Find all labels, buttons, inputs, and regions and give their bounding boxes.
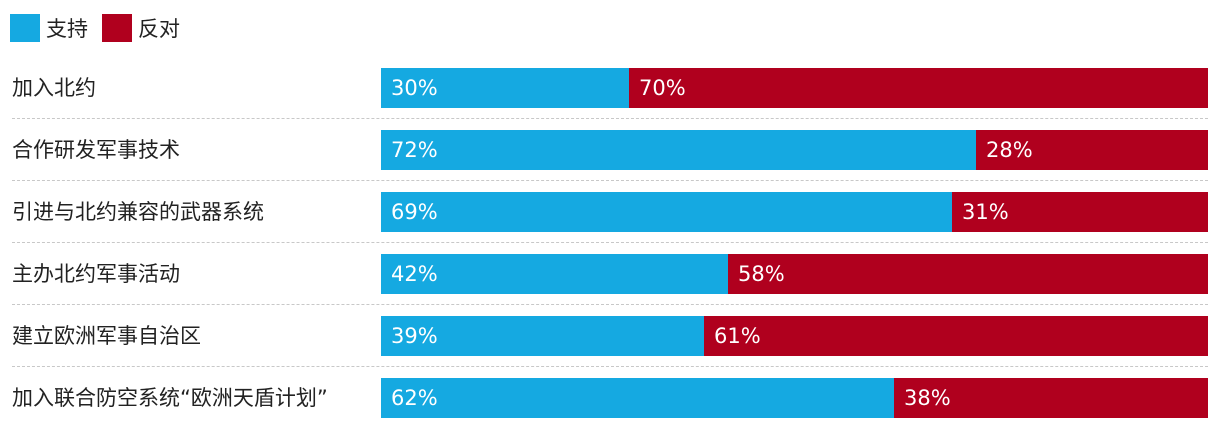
bar-track: 72% 28%	[381, 130, 1208, 170]
bar-segment-support: 30%	[381, 68, 629, 108]
legend-label-support: 支持	[46, 17, 88, 41]
row-separator	[12, 180, 1208, 181]
bar-segment-support: 62%	[381, 378, 894, 418]
category-label: 加入联合防空系统“欧洲天盾计划”	[12, 386, 328, 410]
bar-track: 39% 61%	[381, 316, 1208, 356]
row-separator	[12, 304, 1208, 305]
data-label: 38%	[904, 386, 951, 410]
legend-label-oppose: 反对	[138, 17, 180, 41]
row-separator	[12, 242, 1208, 243]
legend-item-oppose: 反对	[102, 13, 180, 43]
data-label: 62%	[391, 386, 438, 410]
bar-track: 30% 70%	[381, 68, 1208, 108]
data-label: 28%	[986, 138, 1033, 162]
bar-row: 主办北约军事活动 42% 58%	[0, 254, 1220, 316]
bar-segment-oppose: 58%	[728, 254, 1208, 294]
category-label: 引进与北约兼容的武器系统	[12, 200, 264, 224]
data-label: 70%	[639, 76, 686, 100]
data-label: 72%	[391, 138, 438, 162]
row-separator	[12, 366, 1208, 367]
bar-segment-oppose: 38%	[894, 378, 1208, 418]
data-label: 42%	[391, 262, 438, 286]
bar-track: 42% 58%	[381, 254, 1208, 294]
bar-segment-support: 39%	[381, 316, 704, 356]
legend-swatch-oppose	[102, 14, 132, 42]
bar-track: 69% 31%	[381, 192, 1208, 232]
bar-segment-support: 69%	[381, 192, 952, 232]
data-label: 39%	[391, 324, 438, 348]
bar-segment-oppose: 28%	[976, 130, 1208, 170]
bar-segment-oppose: 31%	[952, 192, 1208, 232]
bar-segment-oppose: 61%	[704, 316, 1208, 356]
category-label: 加入北约	[12, 76, 96, 100]
data-label: 31%	[962, 200, 1009, 224]
bar-track: 62% 38%	[381, 378, 1208, 418]
legend-item-support: 支持	[10, 13, 88, 43]
bar-segment-oppose: 70%	[629, 68, 1208, 108]
data-label: 61%	[714, 324, 761, 348]
bar-segment-support: 42%	[381, 254, 728, 294]
legend: 支持 反对	[10, 14, 194, 42]
category-label: 建立欧洲军事自治区	[12, 324, 201, 348]
bar-row: 加入联合防空系统“欧洲天盾计划” 62% 38%	[0, 378, 1220, 440]
row-separator	[12, 118, 1208, 119]
data-label: 58%	[738, 262, 785, 286]
bar-row: 建立欧洲军事自治区 39% 61%	[0, 316, 1220, 378]
bar-row: 加入北约 30% 70%	[0, 68, 1220, 130]
category-label: 合作研发军事技术	[12, 138, 180, 162]
data-label: 69%	[391, 200, 438, 224]
category-label: 主办北约军事活动	[12, 262, 180, 286]
bar-segment-support: 72%	[381, 130, 976, 170]
stacked-bar-chart: 支持 反对 加入北约 30% 70% 合作研发军事技术 72% 28% 引进与北约兼容的武器…	[0, 14, 1220, 418]
legend-swatch-support	[10, 14, 40, 42]
data-label: 30%	[391, 76, 438, 100]
bar-row: 引进与北约兼容的武器系统 69% 31%	[0, 192, 1220, 254]
bar-row: 合作研发军事技术 72% 28%	[0, 130, 1220, 192]
